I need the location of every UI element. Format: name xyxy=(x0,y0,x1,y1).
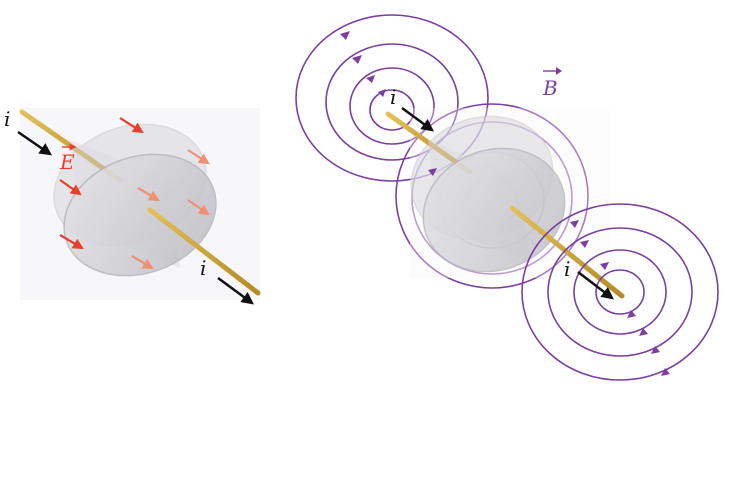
b-vector-overarrow-head xyxy=(556,67,562,75)
b-field-loop xyxy=(595,269,645,315)
b-field-label: B xyxy=(542,76,558,100)
b-field-arrowhead xyxy=(570,220,579,228)
b-field-arrowhead xyxy=(428,168,437,176)
b-field-loop xyxy=(349,67,435,145)
left-front-plate xyxy=(63,153,217,277)
e-field-arrow xyxy=(131,255,154,270)
e-field-arrow xyxy=(59,179,82,196)
e-field-arrow xyxy=(187,199,210,216)
current-label-out: i xyxy=(200,256,206,280)
right-wire-out xyxy=(509,205,625,299)
b-field-loop xyxy=(369,89,415,131)
current-arrow-in xyxy=(401,106,435,132)
b-field-arrowhead xyxy=(639,328,648,336)
e-field-label: E xyxy=(59,150,75,174)
left-wire-out xyxy=(147,207,261,296)
b-field-arrowhead xyxy=(600,262,609,270)
b-field-loop xyxy=(395,103,589,289)
b-field-loop xyxy=(547,227,693,357)
e-field-arrow xyxy=(137,187,160,202)
left-capacitor-figure: E i i xyxy=(4,107,261,305)
current-label-out: i xyxy=(564,257,570,281)
current-arrow-in xyxy=(17,130,53,156)
b-field-loop xyxy=(295,14,489,182)
current-label-in: i xyxy=(4,107,10,131)
right-front-plate xyxy=(422,147,566,273)
b-field-loop xyxy=(325,43,459,161)
right-capacitor-figure: B i i xyxy=(295,14,719,381)
e-field-arrow xyxy=(119,117,144,134)
b-field-arrowhead xyxy=(580,240,589,248)
e-field-arrow xyxy=(59,234,84,250)
b-field-arrowhead xyxy=(627,310,636,318)
b-field-loop xyxy=(573,249,667,335)
b-field-arrowhead xyxy=(661,368,670,376)
b-field-loops-bottom xyxy=(521,203,719,381)
b-field-loops-top xyxy=(295,14,489,182)
b-field-arrowhead xyxy=(340,31,350,40)
b-field-loop xyxy=(521,203,719,381)
b-field-direction-markers xyxy=(340,31,670,376)
b-field-arrowhead xyxy=(366,75,375,83)
b-field-arrowhead xyxy=(352,55,362,64)
current-arrow-out xyxy=(577,271,614,300)
e-field-arrow xyxy=(187,149,210,165)
current-label-in: i xyxy=(390,85,396,109)
b-field-arrowhead xyxy=(378,89,386,97)
b-field-arrowhead xyxy=(651,346,660,354)
current-arrow-out xyxy=(217,276,255,305)
